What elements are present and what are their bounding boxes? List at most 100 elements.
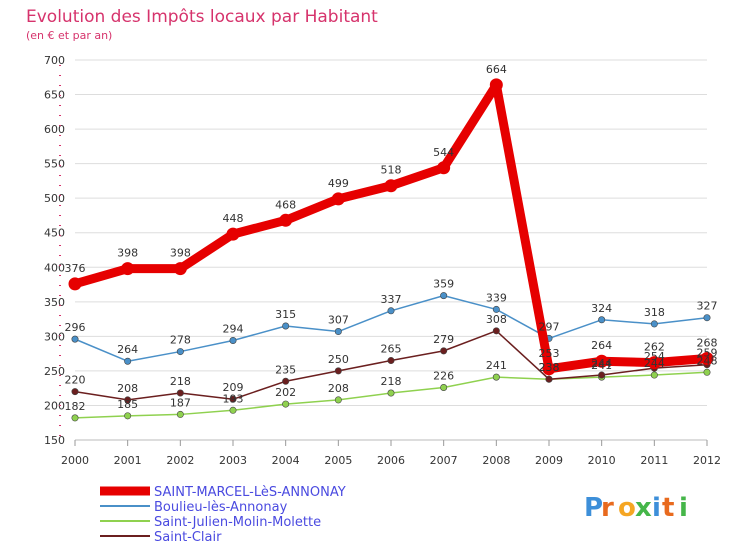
y-tick-label: 650 [44, 89, 65, 102]
data-point-saint-julien-molin-molette [71, 414, 79, 422]
logo-letter: x [635, 493, 652, 523]
data-point-boulieu-les-annonay [387, 307, 395, 315]
data-point-saint-julien-molin-molette [124, 412, 132, 420]
logo-letter: i [679, 493, 688, 523]
data-label-saint-clair: 259 [697, 347, 718, 360]
data-label-boulieu-les-annonay: 327 [697, 300, 718, 313]
chart-subtitle: (en € et par an) [26, 29, 112, 42]
data-label-saint-clair: 235 [275, 363, 296, 376]
series-group [68, 78, 714, 422]
data-point-boulieu-les-annonay [598, 316, 606, 324]
data-point-saint-clair [492, 327, 500, 335]
data-label-boulieu-les-annonay: 318 [644, 306, 665, 319]
x-tick-label: 2010 [588, 454, 616, 467]
data-point-boulieu-les-annonay [703, 314, 711, 322]
data-point-saint-julien-molin-molette [176, 410, 184, 418]
data-label-boulieu-les-annonay: 359 [433, 278, 454, 291]
data-point-boulieu-les-annonay [440, 292, 448, 300]
data-label-saint-marcel-les-annonay: 448 [223, 212, 244, 225]
x-tick-label: 2009 [535, 454, 563, 467]
y-tick-label: 250 [44, 365, 65, 378]
data-label-saint-clair: 208 [117, 382, 138, 395]
axes: 150 200 250 300 350 400 450 500 550 600 650 700 2000… [44, 54, 721, 467]
data-point-saint-marcel-les-annonay [700, 351, 714, 365]
data-point-saint-clair [334, 367, 342, 375]
y-tick-label: 350 [44, 296, 65, 309]
data-point-saint-marcel-les-annonay [542, 362, 556, 376]
x-tick-label: 2008 [482, 454, 510, 467]
data-label-boulieu-les-annonay: 337 [381, 293, 402, 306]
data-label-saint-marcel-les-annonay: 664 [486, 63, 507, 76]
data-point-saint-julien-molin-molette [229, 406, 237, 414]
data-point-saint-julien-molin-molette [650, 371, 658, 379]
data-label-saint-julien-molin-molette: 208 [328, 382, 349, 395]
y-tick-label: 550 [44, 158, 65, 171]
data-point-boulieu-les-annonay [71, 335, 79, 343]
data-label-saint-julien-molin-molette: 202 [275, 386, 296, 399]
data-label-saint-julien-molin-molette: 244 [644, 357, 665, 370]
data-label-saint-clair: 209 [223, 381, 244, 394]
x-tick-label: 2002 [166, 454, 194, 467]
data-label-saint-clair: 244 [591, 357, 612, 370]
data-point-saint-clair [545, 375, 553, 383]
data-point-boulieu-les-annonay [124, 357, 132, 365]
data-point-saint-clair [124, 396, 132, 404]
data-point-saint-julien-molin-molette [334, 396, 342, 404]
y-tick-label: 500 [44, 192, 65, 205]
data-label-saint-clair: 308 [486, 313, 507, 326]
data-point-saint-clair [440, 347, 448, 355]
y-tick-label: 450 [44, 227, 65, 240]
data-label-saint-marcel-les-annonay: 468 [275, 198, 296, 211]
data-point-boulieu-les-annonay [650, 320, 658, 328]
data-label-boulieu-les-annonay: 324 [591, 302, 612, 315]
proxiti-logo: Pr o x i t i [584, 493, 688, 523]
data-point-boulieu-les-annonay [176, 348, 184, 356]
x-tick-label: 2005 [324, 454, 352, 467]
x-tick-label: 2012 [693, 454, 721, 467]
legend: SAINT-MARCEL-LèS-ANNONAYBoulieu-lès-Anno… [100, 485, 346, 545]
y-tick-label: 150 [44, 434, 65, 447]
data-point-saint-clair [387, 357, 395, 365]
data-label-saint-julien-molin-molette: 226 [433, 369, 454, 382]
data-label-boulieu-les-annonay: 297 [539, 320, 560, 333]
data-label-saint-marcel-les-annonay: 398 [117, 247, 138, 260]
logo-letter: r [601, 493, 614, 523]
legend-label: Saint-Julien-Molin-Molette [154, 515, 321, 530]
data-point-saint-marcel-les-annonay [384, 179, 398, 193]
data-label-boulieu-les-annonay: 278 [170, 334, 191, 347]
data-label-saint-marcel-les-annonay: 253 [539, 347, 560, 360]
data-label-boulieu-les-annonay: 307 [328, 314, 349, 327]
data-point-saint-marcel-les-annonay [173, 262, 187, 276]
data-label-saint-marcel-les-annonay: 499 [328, 177, 349, 190]
data-label-boulieu-les-annonay: 339 [486, 291, 507, 304]
logo-letter: o [618, 493, 636, 523]
y-tick-label: 400 [44, 261, 65, 274]
legend-label: Saint-Clair [154, 530, 222, 545]
data-label-saint-julien-molin-molette: 185 [117, 398, 138, 411]
legend-label: Boulieu-lès-Annonay [154, 500, 288, 515]
data-label-saint-julien-molin-molette: 241 [591, 359, 612, 372]
x-tick-label: 2001 [114, 454, 142, 467]
data-point-saint-julien-molin-molette [440, 383, 448, 391]
data-label-saint-julien-molin-molette: 241 [486, 359, 507, 372]
x-tick-label: 2000 [61, 454, 89, 467]
data-point-saint-julien-molin-molette [492, 373, 500, 381]
data-point-saint-clair [598, 371, 606, 379]
x-tick-label: 2006 [377, 454, 405, 467]
data-label-saint-marcel-les-annonay: 376 [65, 262, 86, 275]
logo-letter: t [662, 493, 674, 523]
data-label-saint-marcel-les-annonay: 262 [644, 341, 665, 354]
data-label-boulieu-les-annonay: 296 [65, 321, 86, 334]
data-label-saint-marcel-les-annonay: 268 [697, 336, 718, 349]
data-point-saint-marcel-les-annonay [121, 262, 135, 276]
data-point-saint-marcel-les-annonay [647, 356, 661, 370]
data-point-saint-marcel-les-annonay [489, 78, 503, 92]
chart-title: Evolution des Impôts locaux par Habitant [26, 7, 378, 27]
data-label-saint-marcel-les-annonay: 264 [591, 339, 612, 352]
data-point-saint-clair [229, 395, 237, 403]
data-point-saint-marcel-les-annonay [68, 277, 82, 291]
data-point-saint-marcel-les-annonay [437, 161, 451, 175]
data-label-saint-clair: 250 [328, 353, 349, 366]
